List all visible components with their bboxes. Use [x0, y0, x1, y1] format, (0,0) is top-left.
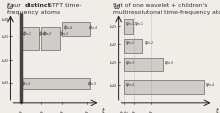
Text: $t_1$: $t_1$ [18, 108, 24, 113]
FancyBboxPatch shape [42, 28, 60, 50]
Text: $\phi_{n,3}$: $\phi_{n,3}$ [87, 79, 97, 87]
Text: $t_1t_2$: $t_1t_2$ [119, 108, 129, 113]
FancyBboxPatch shape [124, 58, 163, 72]
Text: $\psi_{n,3}$: $\psi_{n,3}$ [164, 59, 175, 66]
Text: $\psi_{n,4}$: $\psi_{n,4}$ [125, 81, 135, 88]
FancyBboxPatch shape [21, 28, 39, 50]
Text: Set of one wavelet + children's: Set of one wavelet + children's [113, 3, 208, 8]
Text: distinct: distinct [25, 3, 51, 8]
Text: $\psi_{n,4}$: $\psi_{n,4}$ [205, 81, 216, 88]
Text: $\omega_2$: $\omega_2$ [109, 41, 117, 49]
FancyBboxPatch shape [21, 78, 90, 89]
Text: $t$: $t$ [214, 104, 220, 113]
Text: $\omega_0$: $\omega_0$ [1, 16, 9, 24]
Text: $\omega_2$: $\omega_2$ [1, 56, 9, 64]
Text: $t$: $t$ [101, 104, 106, 113]
Text: $\phi_{n,1}$: $\phi_{n,1}$ [22, 29, 32, 37]
Text: Four: Four [7, 3, 23, 8]
Text: $\psi_{n,2}$: $\psi_{n,2}$ [125, 40, 135, 47]
Text: $t_4$: $t_4$ [148, 108, 154, 113]
Text: $\psi_{n,1}$: $\psi_{n,1}$ [125, 21, 135, 28]
Text: $t_3$: $t_3$ [59, 108, 65, 113]
Text: $\omega_3$: $\omega_3$ [1, 79, 9, 87]
Text: $\omega_1$: $\omega_1$ [1, 33, 9, 41]
Text: $\omega_1$: $\omega_1$ [109, 23, 117, 31]
Text: frequency atoms: frequency atoms [7, 9, 61, 14]
Text: $\phi_{n,2}$: $\phi_{n,2}$ [59, 29, 69, 37]
Text: $\omega$: $\omega$ [6, 2, 14, 11]
FancyBboxPatch shape [124, 20, 133, 35]
Text: $\phi_{n,2}$: $\phi_{n,2}$ [42, 29, 53, 37]
Text: $\psi_{n,3}$: $\psi_{n,3}$ [125, 59, 135, 66]
Text: $\phi_{n,1}$: $\phi_{n,1}$ [38, 29, 48, 37]
Text: $\phi_{n,4}$: $\phi_{n,4}$ [88, 23, 99, 31]
FancyBboxPatch shape [62, 22, 90, 37]
Text: $t_3$: $t_3$ [131, 108, 137, 113]
Text: $\phi_{n,4}$: $\phi_{n,4}$ [63, 23, 73, 31]
Text: $\psi_{n,2}$: $\psi_{n,2}$ [144, 40, 154, 47]
Text: multiresolutonal time-frequency atoms: multiresolutonal time-frequency atoms [113, 10, 220, 15]
Text: $\omega$: $\omega$ [113, 2, 121, 11]
Text: $t_2$: $t_2$ [39, 108, 44, 113]
Text: $\omega_4$: $\omega_4$ [109, 81, 117, 89]
FancyBboxPatch shape [124, 81, 204, 94]
FancyBboxPatch shape [124, 39, 142, 54]
Text: $\psi_{n,1}$: $\psi_{n,1}$ [134, 21, 145, 28]
Text: $\omega_3$: $\omega_3$ [109, 59, 117, 67]
Text: STFT time-: STFT time- [46, 3, 81, 8]
Text: $t_4$: $t_4$ [84, 108, 90, 113]
Text: $\phi_{n,3}$: $\phi_{n,3}$ [21, 79, 32, 87]
